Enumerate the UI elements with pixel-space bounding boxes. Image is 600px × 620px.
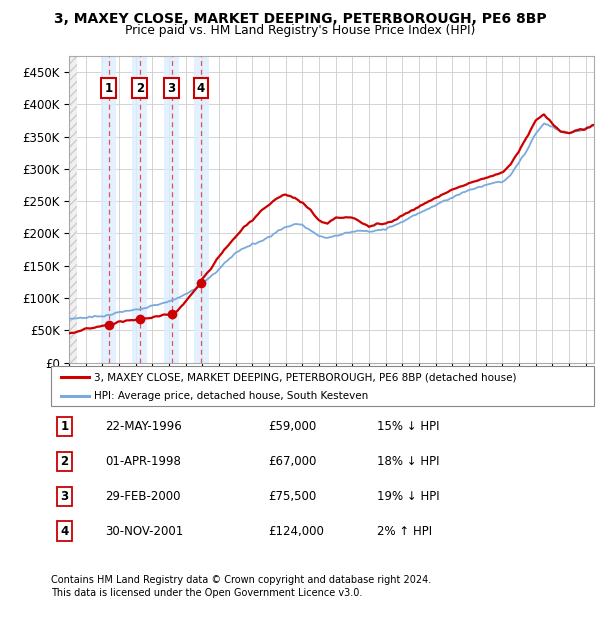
Bar [101, 56, 116, 363]
Text: 2: 2 [136, 81, 144, 94]
Text: 3: 3 [61, 490, 68, 503]
Text: 3, MAXEY CLOSE, MARKET DEEPING, PETERBOROUGH, PE6 8BP: 3, MAXEY CLOSE, MARKET DEEPING, PETERBOR… [53, 12, 547, 27]
Text: HPI: Average price, detached house, South Kesteven: HPI: Average price, detached house, Sout… [94, 391, 368, 401]
Text: 3, MAXEY CLOSE, MARKET DEEPING, PETERBOROUGH, PE6 8BP (detached house): 3, MAXEY CLOSE, MARKET DEEPING, PETERBOR… [94, 372, 517, 382]
Text: 1: 1 [104, 81, 113, 94]
Text: 18% ↓ HPI: 18% ↓ HPI [377, 455, 439, 468]
Text: 2: 2 [61, 455, 68, 468]
Text: 01-APR-1998: 01-APR-1998 [106, 455, 181, 468]
Text: Contains HM Land Registry data © Crown copyright and database right 2024.: Contains HM Land Registry data © Crown c… [51, 575, 431, 585]
Text: 15% ↓ HPI: 15% ↓ HPI [377, 420, 439, 433]
Text: 30-NOV-2001: 30-NOV-2001 [106, 525, 184, 538]
Text: £67,000: £67,000 [268, 455, 317, 468]
Text: £124,000: £124,000 [268, 525, 324, 538]
Text: £59,000: £59,000 [268, 420, 316, 433]
Text: £75,500: £75,500 [268, 490, 316, 503]
Text: This data is licensed under the Open Government Licence v3.0.: This data is licensed under the Open Gov… [51, 588, 362, 598]
Text: 19% ↓ HPI: 19% ↓ HPI [377, 490, 439, 503]
Bar [133, 56, 148, 363]
Bar [164, 56, 179, 363]
Text: 1: 1 [61, 420, 68, 433]
Text: 4: 4 [61, 525, 69, 538]
Text: 2% ↑ HPI: 2% ↑ HPI [377, 525, 432, 538]
Text: 3: 3 [167, 81, 176, 94]
Text: 29-FEB-2000: 29-FEB-2000 [106, 490, 181, 503]
Text: 4: 4 [197, 81, 205, 94]
Text: Price paid vs. HM Land Registry's House Price Index (HPI): Price paid vs. HM Land Registry's House … [125, 24, 475, 37]
Bar [193, 56, 209, 363]
Text: 22-MAY-1996: 22-MAY-1996 [106, 420, 182, 433]
